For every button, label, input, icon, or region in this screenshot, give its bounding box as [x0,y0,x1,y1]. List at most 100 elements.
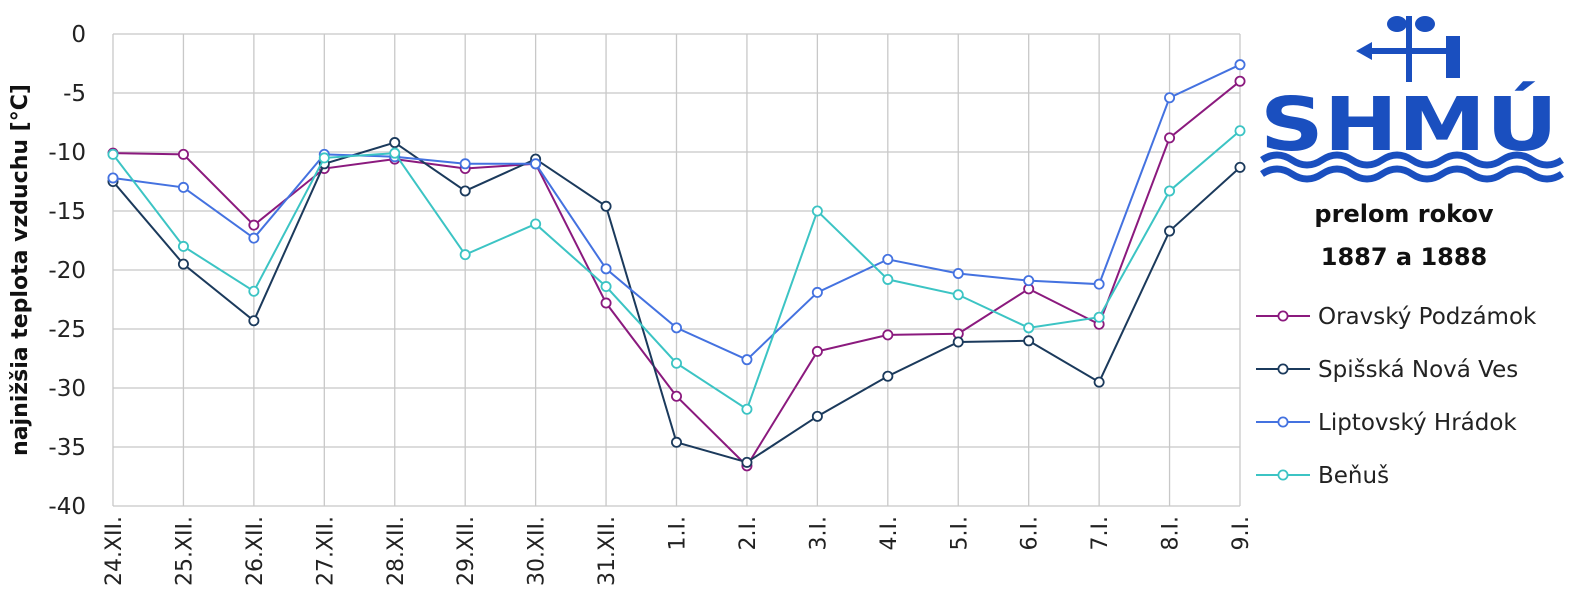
data-point [459,249,471,261]
x-tick-label: 9.I. [1229,516,1254,550]
data-point [1093,278,1105,290]
y-tick-label: 0 [71,22,86,48]
data-point [318,152,330,164]
data-point [741,456,753,468]
data-point [1093,311,1105,323]
data-point [177,258,189,270]
data-point [1093,376,1105,388]
data-point [107,148,119,160]
x-tick-label: 31.XII. [595,516,620,586]
series-layer [107,59,1246,472]
legend-item-0: Oravský Podzámok [1256,304,1537,330]
data-point [530,218,542,230]
data-point [1164,225,1176,237]
y-tick-label: -25 [48,317,86,343]
x-tick-label: 29.XII. [454,516,479,586]
y-tick-label: -20 [48,258,86,284]
legend-label: Liptovský Hrádok [1318,410,1517,436]
legend-label: Oravský Podzámok [1318,304,1537,330]
data-point [1164,185,1176,197]
data-point [1023,322,1035,334]
data-point [952,268,964,280]
data-point [600,263,612,275]
series-1 [107,137,1246,468]
legend: Oravský Podzámok Spišská Nová Ves Liptovsk… [1256,304,1537,489]
data-point [882,370,894,382]
data-point [1164,92,1176,104]
data-point [459,185,471,197]
data-point [811,286,823,298]
x-tick-label: 24.XII. [102,516,127,586]
data-point [389,137,401,149]
data-point [1234,59,1246,71]
data-point [882,329,894,341]
x-tick-label: 7.I. [1088,516,1113,550]
data-point [248,285,260,297]
legend-swatch-marker [1277,310,1289,322]
data-point [952,289,964,301]
x-tick-label: 6.I. [1018,516,1043,550]
legend-swatch-marker [1277,363,1289,375]
data-point [248,232,260,244]
data-point [811,205,823,217]
x-axis-ticks: 24.XII. 25.XII. 26.XII. 27.XII. 28.XII. 29.XI… [102,516,1254,586]
y-axis-label: najnižšia teplota vzduchu [°C] [8,84,33,456]
chart-subtitle-line-2: 1887 a 1888 [1321,243,1488,271]
x-tick-label: 25.XII. [172,516,197,586]
data-point [248,315,260,327]
data-point [1023,335,1035,347]
x-tick-label: 30.XII. [525,516,550,586]
data-point [248,219,260,231]
data-point [882,253,894,265]
data-point [811,410,823,422]
y-tick-label: -40 [48,494,86,520]
x-tick-label: 26.XII. [243,516,268,586]
data-point [459,158,471,170]
data-point [952,336,964,348]
data-point [671,390,683,402]
data-point [741,354,753,366]
grid [112,33,1241,507]
data-point [671,322,683,334]
x-tick-label: 8.I. [1159,516,1184,550]
data-point [882,273,894,285]
shmu-logo: SHMÚ [1260,16,1564,183]
data-point [671,436,683,448]
data-point [600,297,612,309]
legend-label: Spišská Nová Ves [1318,357,1518,383]
legend-item-2: Liptovský Hrádok [1256,410,1517,436]
legend-swatch-marker [1277,416,1289,428]
x-tick-label: 27.XII. [313,516,338,586]
data-point [1023,275,1035,287]
x-tick-label: 5.I. [947,516,972,550]
y-tick-label: -15 [48,199,86,225]
data-point [1164,132,1176,144]
data-point [671,357,683,369]
x-tick-label: 3.I. [806,516,831,550]
legend-item-1: Spišská Nová Ves [1256,357,1518,383]
x-tick-label: 28.XII. [384,516,409,586]
y-tick-label: -5 [63,81,86,107]
x-tick-label: 2.I. [736,516,761,550]
legend-item-3: Beňuš [1256,463,1389,489]
y-axis-ticks: 0 -5 -10 -15 -20 -25 -30 -35 -40 [48,22,86,520]
series-3 [107,125,1246,415]
x-tick-label: 4.I. [877,516,902,550]
data-point [741,403,753,415]
legend-label: Beňuš [1318,463,1389,489]
data-point [107,172,119,184]
data-point [600,281,612,293]
data-point [1234,161,1246,173]
data-point [177,148,189,160]
data-point [811,345,823,357]
y-tick-label: -30 [48,376,86,402]
x-tick-label: 1.I. [666,516,691,550]
y-tick-label: -35 [48,435,86,461]
data-point [600,200,612,212]
data-point [530,158,542,170]
y-tick-label: -10 [48,140,86,166]
chart-subtitle-line-1: prelom rokov [1314,200,1494,228]
data-point [1234,75,1246,87]
data-point [389,147,401,159]
data-point [177,181,189,193]
